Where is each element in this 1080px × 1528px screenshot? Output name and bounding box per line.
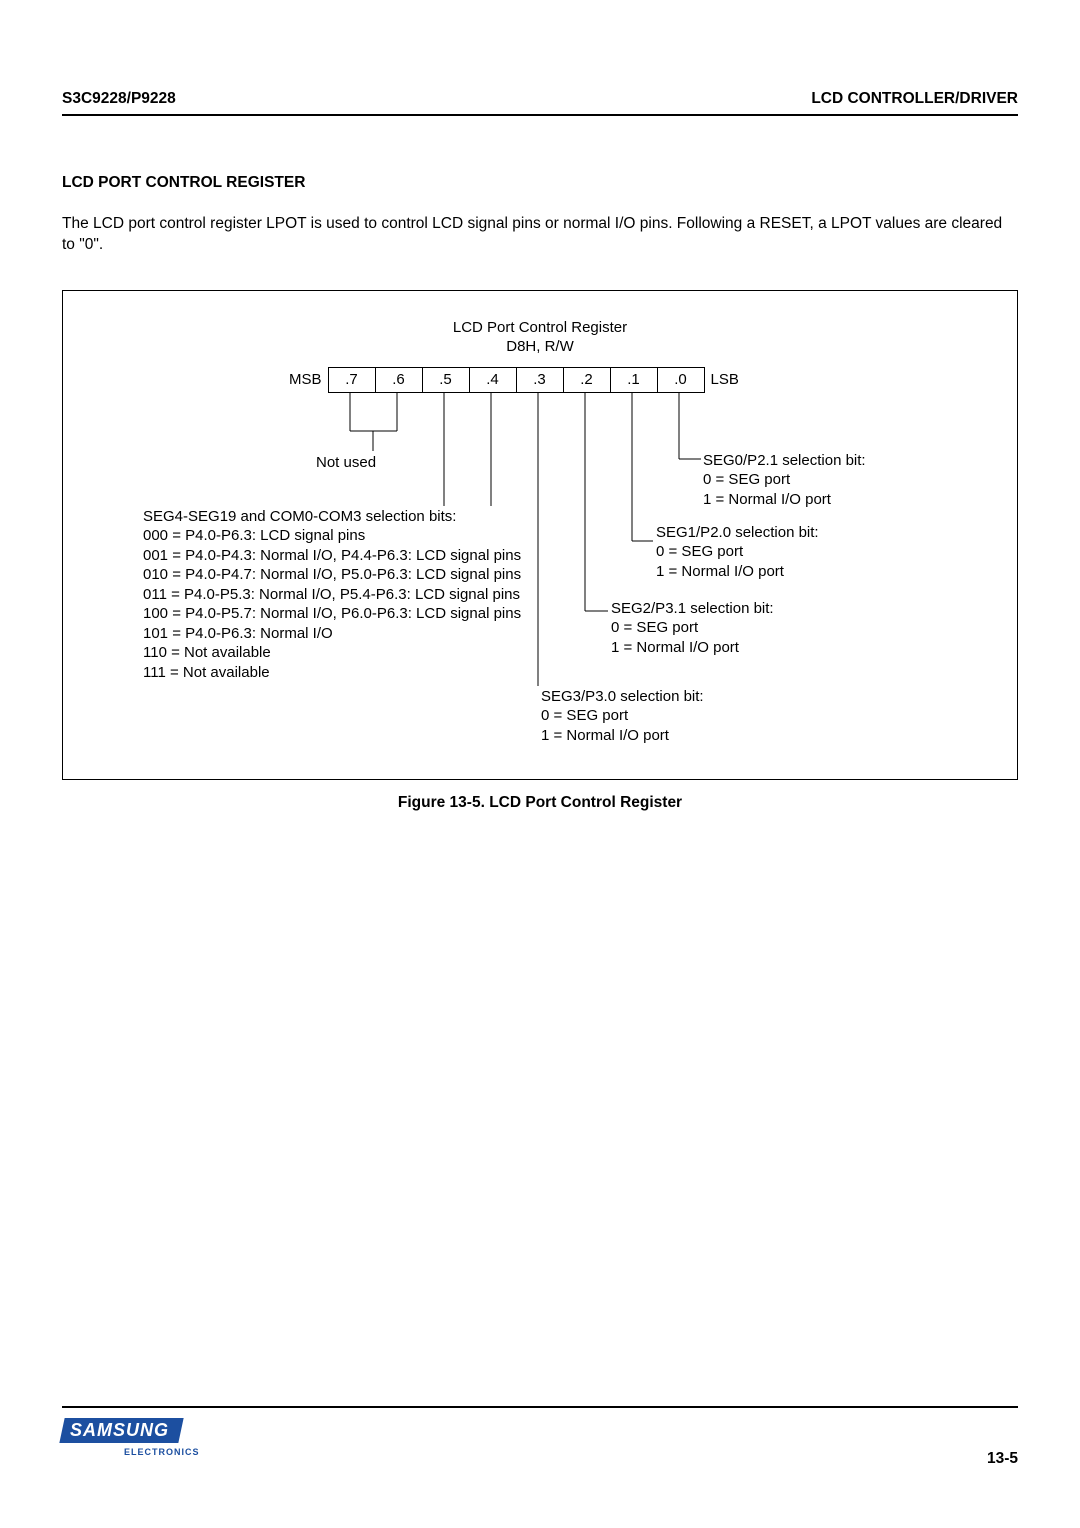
seg1-l2: 1 = Normal I/O port (656, 562, 819, 582)
seg0-l1: 0 = SEG port (703, 470, 866, 490)
desc-main-l7: 111 = Not available (143, 663, 603, 683)
desc-main-l5: 101 = P4.0-P6.3: Normal I/O (143, 624, 603, 644)
desc-main-l1: 001 = P4.0-P4.3: Normal I/O, P4.4-P6.3: … (143, 546, 603, 566)
logo-text: SAMSUNG (70, 1420, 169, 1441)
bit-3: .3 (516, 367, 564, 393)
page-number: 13-5 (987, 1450, 1018, 1468)
seg0-title: SEG0/P2.1 selection bit: (703, 451, 866, 471)
electronics-label: ELECTRONICS (124, 1447, 200, 1457)
figure-box: LCD Port Control Register D8H, R/W MSB .… (62, 290, 1018, 780)
seg2-block: SEG2/P3.1 selection bit: 0 = SEG port 1 … (611, 599, 774, 658)
desc-main-l4: 100 = P4.0-P5.7: Normal I/O, P6.0-P6.3: … (143, 604, 603, 624)
bit-2: .2 (563, 367, 611, 393)
desc-main-title: SEG4-SEG19 and COM0-COM3 selection bits: (143, 507, 603, 527)
seg1-block: SEG1/P2.0 selection bit: 0 = SEG port 1 … (656, 523, 819, 582)
seg0-block: SEG0/P2.1 selection bit: 0 = SEG port 1 … (703, 451, 866, 510)
seg1-title: SEG1/P2.0 selection bit: (656, 523, 819, 543)
bit-6: .6 (375, 367, 423, 393)
lsb-label: LSB (705, 371, 745, 388)
logo-box: SAMSUNG ELECTRONICS (62, 1418, 200, 1457)
bit-1: .1 (610, 367, 658, 393)
bit-4: .4 (469, 367, 517, 393)
seg2-title: SEG2/P3.1 selection bit: (611, 599, 774, 619)
seg0-l2: 1 = Normal I/O port (703, 490, 866, 510)
figure-subtitle: D8H, R/W (63, 338, 1017, 355)
page-footer: SAMSUNG ELECTRONICS 13-5 (62, 1406, 1018, 1468)
msb-label: MSB (283, 371, 328, 388)
seg2-l1: 0 = SEG port (611, 618, 774, 638)
seg1-l1: 0 = SEG port (656, 542, 819, 562)
desc-main: SEG4-SEG19 and COM0-COM3 selection bits:… (143, 507, 603, 683)
header-left: S3C9228/P9228 (62, 90, 176, 108)
seg3-title: SEG3/P3.0 selection bit: (541, 687, 704, 707)
seg3-block: SEG3/P3.0 selection bit: 0 = SEG port 1 … (541, 687, 704, 746)
figure-caption: Figure 13-5. LCD Port Control Register (62, 794, 1018, 812)
bit-5: .5 (422, 367, 470, 393)
header-right: LCD CONTROLLER/DRIVER (811, 90, 1018, 108)
figure-title: LCD Port Control Register (63, 319, 1017, 336)
bit-row: MSB .7 .6 .5 .4 .3 .2 .1 .0 LSB (283, 367, 745, 393)
not-used-label: Not used (316, 453, 376, 473)
seg3-l1: 0 = SEG port (541, 706, 704, 726)
seg3-l2: 1 = Normal I/O port (541, 726, 704, 746)
desc-main-l6: 110 = Not available (143, 643, 603, 663)
section-title: LCD PORT CONTROL REGISTER (62, 174, 1018, 192)
desc-main-l0: 000 = P4.0-P6.3: LCD signal pins (143, 526, 603, 546)
samsung-logo: SAMSUNG (59, 1418, 183, 1443)
page-header: S3C9228/P9228 LCD CONTROLLER/DRIVER (62, 90, 1018, 116)
seg2-l2: 1 = Normal I/O port (611, 638, 774, 658)
body-paragraph: The LCD port control register LPOT is us… (62, 214, 1018, 256)
bit-7: .7 (328, 367, 376, 393)
bit-0: .0 (657, 367, 705, 393)
desc-main-l3: 011 = P4.0-P5.3: Normal I/O, P5.4-P6.3: … (143, 585, 603, 605)
desc-main-l2: 010 = P4.0-P4.7: Normal I/O, P5.0-P6.3: … (143, 565, 603, 585)
